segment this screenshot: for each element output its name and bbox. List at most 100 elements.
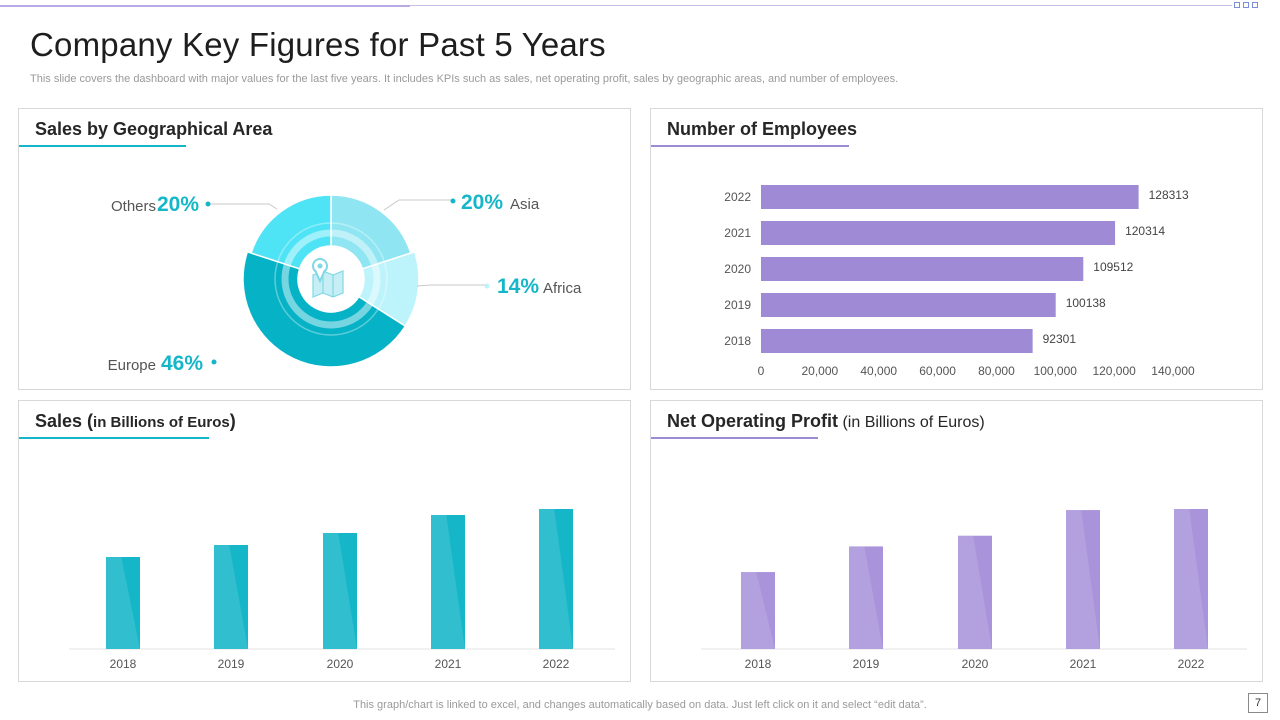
slice-value-asia: 20% bbox=[461, 191, 503, 214]
x-tick-label: 2018 bbox=[745, 657, 772, 671]
sales-title: Sales (in Billions of Euros) bbox=[35, 411, 236, 432]
sales-bar-chart[interactable]: 2018 2019 2020 2021 2022 bbox=[19, 401, 632, 683]
slice-value-europe: 46% bbox=[161, 352, 203, 375]
sales-bar-2021[interactable] bbox=[431, 515, 465, 649]
leader-dot bbox=[450, 198, 456, 204]
employee-x-tick: 140,000 bbox=[1151, 364, 1195, 378]
employees-title: Number of Employees bbox=[667, 119, 858, 139]
x-tick-label: 2019 bbox=[853, 657, 880, 671]
employee-value-label: 120314 bbox=[1125, 224, 1165, 238]
employee-x-tick: 60,000 bbox=[919, 364, 956, 378]
profit-bar-2020[interactable] bbox=[958, 535, 992, 649]
employee-category-label: 2022 bbox=[724, 190, 751, 204]
profit-title-unit: (in Billions of Euros) bbox=[838, 414, 985, 431]
employee-bar-2020[interactable] bbox=[761, 257, 1084, 281]
bar-shine bbox=[958, 535, 992, 649]
profit-bar-2018[interactable] bbox=[741, 572, 775, 649]
slice-label-others: Others bbox=[111, 198, 156, 215]
x-tick-label: 2021 bbox=[1070, 657, 1097, 671]
x-tick-label: 2018 bbox=[110, 657, 137, 671]
profit-title-main: Net Operating Profit bbox=[667, 411, 839, 431]
x-tick-label: 2020 bbox=[962, 657, 989, 671]
bar-shine bbox=[214, 545, 248, 649]
nav-square-icon bbox=[1243, 2, 1249, 8]
employee-x-tick: 0 bbox=[758, 364, 765, 378]
page-title: Company Key Figures for Past 5 Years bbox=[30, 26, 606, 63]
profit-bar-2022[interactable] bbox=[1174, 509, 1208, 649]
footer-note: This graph/chart is linked to excel, and… bbox=[353, 699, 927, 711]
profit-bar-2019[interactable] bbox=[849, 546, 883, 649]
employee-category-label: 2019 bbox=[724, 298, 751, 312]
bar-shine bbox=[323, 533, 357, 649]
slice-value-others: 20% bbox=[157, 193, 199, 216]
title-underline bbox=[19, 437, 209, 439]
bar-shine bbox=[849, 546, 883, 649]
employee-value-label: 100138 bbox=[1066, 296, 1106, 310]
title-underline bbox=[651, 437, 818, 439]
leader-lines bbox=[207, 199, 485, 287]
x-tick-label: 2021 bbox=[435, 657, 462, 671]
employee-value-label: 109512 bbox=[1093, 260, 1133, 274]
employees-panel: Number of Employees 2022 128313 2021 120314… bbox=[650, 108, 1263, 390]
top-rule bbox=[0, 5, 1232, 6]
page-subtitle: This slide covers the dashboard with maj… bbox=[30, 73, 899, 85]
sales-bar-2022[interactable] bbox=[539, 509, 573, 649]
x-tick-label: 2019 bbox=[218, 657, 245, 671]
bar-shine bbox=[741, 572, 775, 649]
donut-inner-ring bbox=[281, 229, 381, 329]
employee-x-tick: 120,000 bbox=[1092, 364, 1136, 378]
slice-label-asia: Asia bbox=[510, 196, 540, 213]
sales-panel: Sales (in Billions of Euros) 2018 2019 202… bbox=[18, 400, 631, 682]
slice-label-europe: Europe bbox=[108, 357, 156, 374]
leader-dot bbox=[211, 359, 217, 365]
sales-bar-2018[interactable] bbox=[106, 557, 140, 649]
slide-nav-squares bbox=[1234, 2, 1258, 8]
employee-x-tick: 40,000 bbox=[860, 364, 897, 378]
title-underline bbox=[19, 145, 186, 147]
employee-bar-2019[interactable] bbox=[761, 293, 1056, 317]
title-underline bbox=[651, 145, 849, 147]
profit-title: Net Operating Profit (in Billions of Eur… bbox=[667, 411, 985, 432]
bar-shine bbox=[431, 515, 465, 649]
profit-panel: Net Operating Profit (in Billions of Eur… bbox=[650, 400, 1263, 682]
nav-square-icon bbox=[1252, 2, 1258, 8]
employees-bar-chart[interactable]: 2022 128313 2021 120314 2020 109512 2019 100138… bbox=[651, 109, 1264, 391]
profit-bar-2021[interactable] bbox=[1066, 510, 1100, 649]
map-pin-icon bbox=[312, 258, 344, 298]
bar-shine bbox=[539, 509, 573, 649]
slice-label-africa: Africa bbox=[543, 280, 582, 297]
employee-bar-2021[interactable] bbox=[761, 221, 1116, 245]
employee-category-label: 2021 bbox=[724, 226, 751, 240]
bar-shine bbox=[1066, 510, 1100, 649]
leader-dot bbox=[205, 201, 211, 207]
geo-sales-panel: Sales by Geographical Area 20 bbox=[18, 108, 631, 390]
top-rule-accent bbox=[0, 5, 410, 7]
employee-x-tick: 20,000 bbox=[802, 364, 839, 378]
employee-x-tick: 100,000 bbox=[1034, 364, 1078, 378]
x-tick-label: 2022 bbox=[1178, 657, 1205, 671]
slice-value-africa: 14% bbox=[497, 275, 539, 298]
profit-bar-chart[interactable]: 2018 2019 2020 2021 2022 bbox=[651, 401, 1264, 683]
employee-category-label: 2018 bbox=[724, 334, 751, 348]
x-tick-label: 2022 bbox=[543, 657, 570, 671]
sales-title-unit: in Billions of Euros bbox=[93, 414, 230, 431]
employee-x-tick: 80,000 bbox=[978, 364, 1015, 378]
employee-value-label: 92301 bbox=[1043, 332, 1077, 346]
sales-bar-2020[interactable] bbox=[323, 533, 357, 649]
donut-inner-ring bbox=[274, 222, 388, 336]
geo-sales-title: Sales by Geographical Area bbox=[35, 119, 273, 139]
employee-bar-2018[interactable] bbox=[761, 329, 1033, 353]
sales-title-main: Sales ( bbox=[35, 411, 94, 431]
nav-square-icon bbox=[1234, 2, 1240, 8]
sales-title-end: ) bbox=[229, 411, 236, 431]
sales-bar-2019[interactable] bbox=[214, 545, 248, 649]
bar-shine bbox=[1174, 509, 1208, 649]
page-number: 7 bbox=[1248, 693, 1268, 713]
employee-value-label: 128313 bbox=[1149, 188, 1189, 202]
leader-dot bbox=[484, 283, 490, 289]
employee-category-label: 2020 bbox=[724, 262, 751, 276]
x-tick-label: 2020 bbox=[327, 657, 354, 671]
geo-donut-chart[interactable]: 20% Asia 14% Africa Others 20% Europe 46… bbox=[19, 109, 632, 391]
bar-shine bbox=[106, 557, 140, 649]
employee-bar-2022[interactable] bbox=[761, 185, 1139, 209]
